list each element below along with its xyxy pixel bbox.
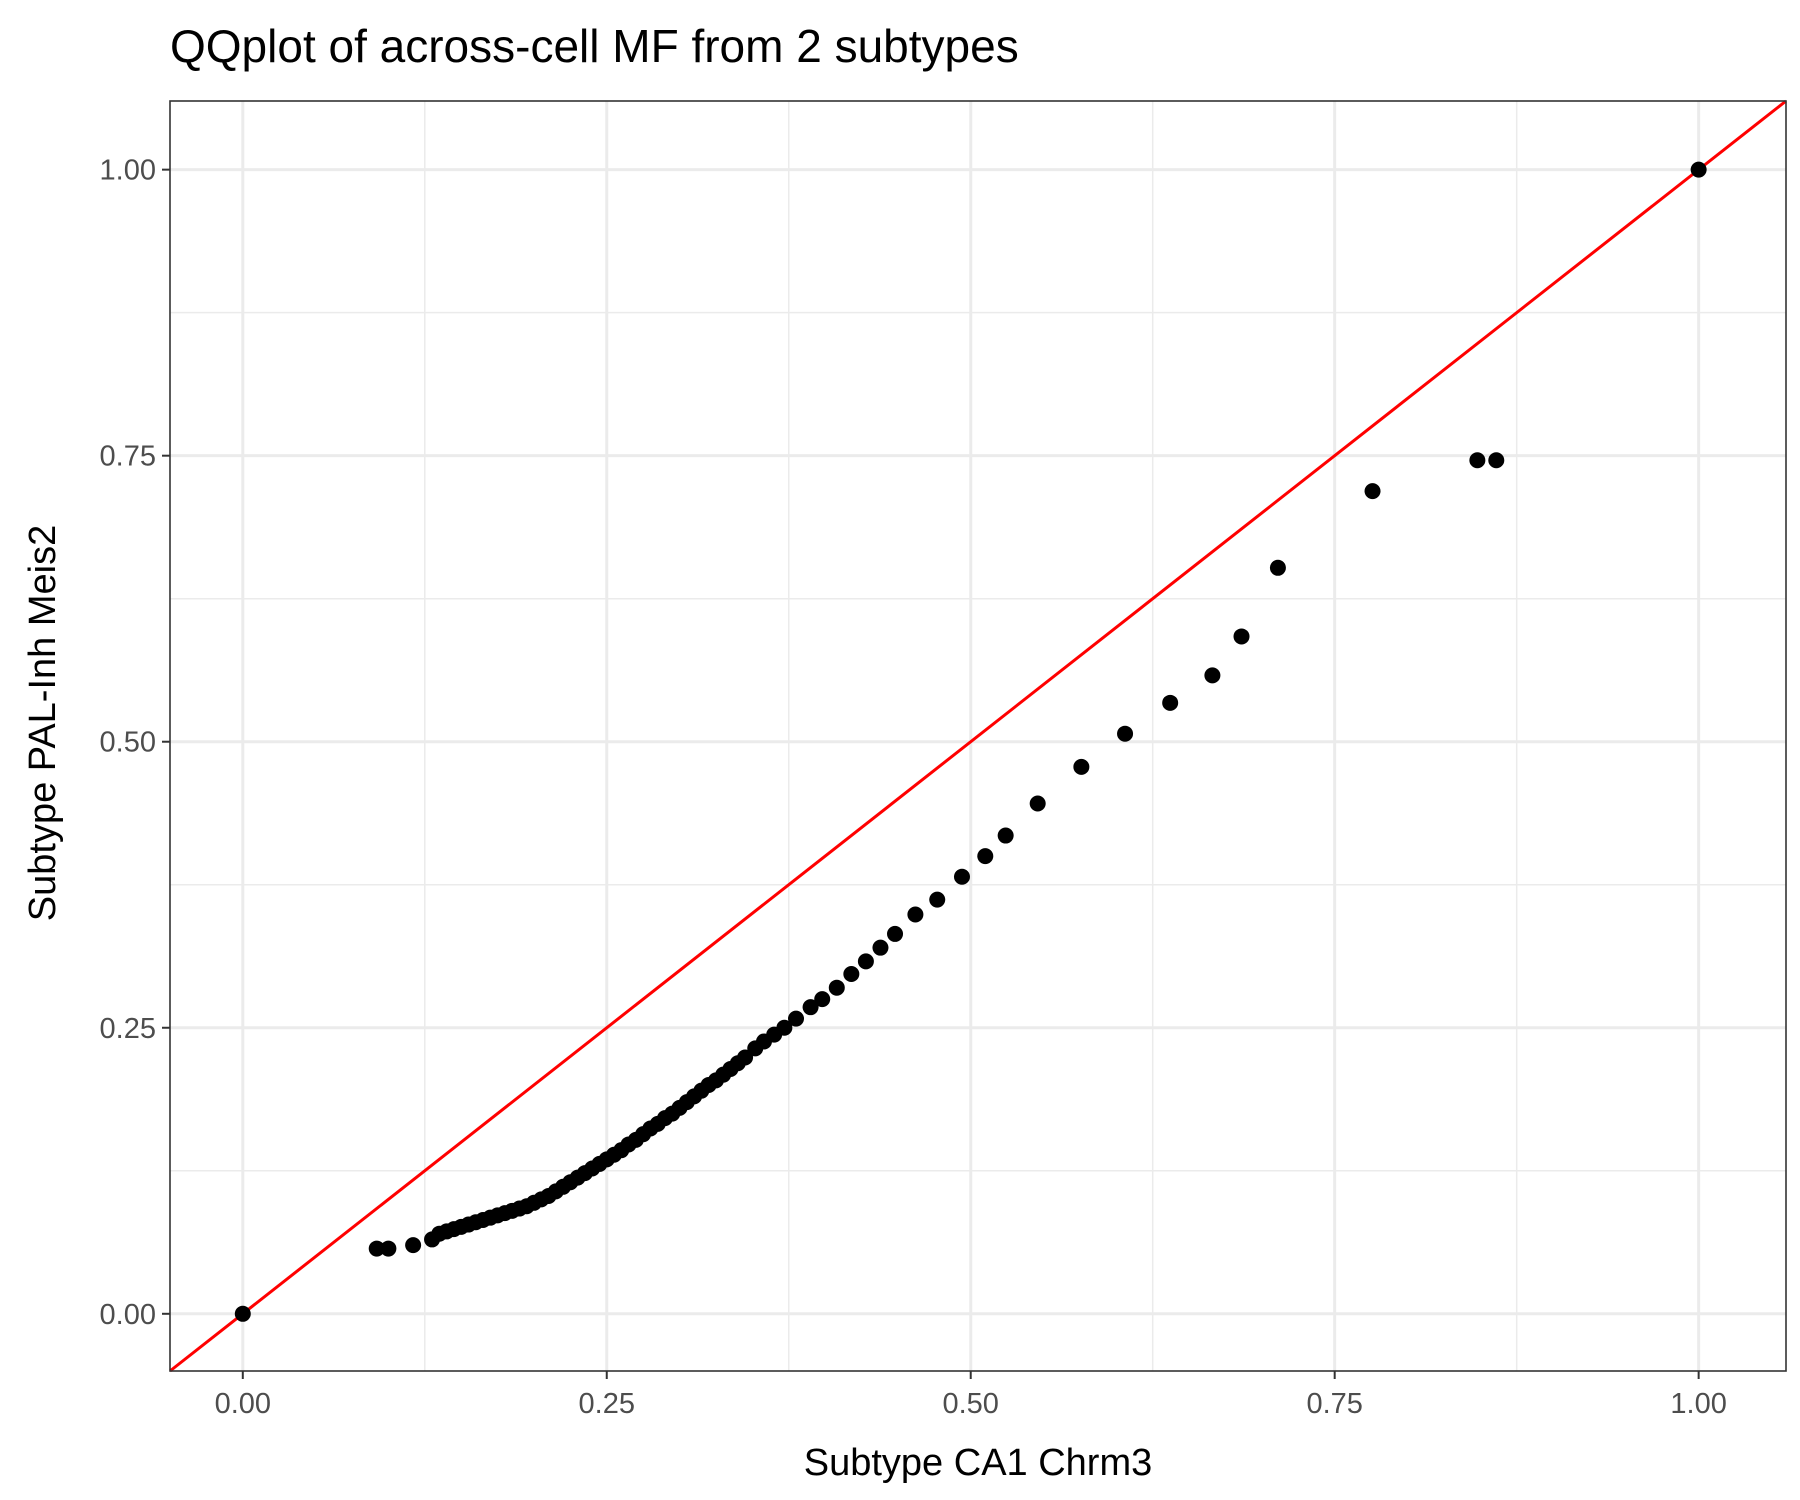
data-point (1690, 161, 1707, 178)
data-points (234, 161, 1707, 1322)
reference-line (169, 99, 1787, 1373)
data-point (380, 1240, 397, 1257)
x-axis-title: Subtype CA1 Chrm3 (804, 1442, 1153, 1484)
data-point (997, 827, 1014, 844)
data-point (802, 999, 819, 1016)
data-point (368, 1240, 385, 1257)
data-point (953, 868, 970, 885)
data-point (857, 953, 874, 970)
y-axis-ticks: 0.00 0.25 0.50 0.75 1.00 (100, 155, 170, 1331)
y-tick-label: 0.50 (100, 727, 156, 759)
x-axis-ticks: 0.00 0.25 0.50 0.75 1.00 (215, 1371, 1727, 1420)
data-point (814, 991, 831, 1008)
data-point (737, 1049, 754, 1066)
data-point (828, 979, 845, 996)
data-point (977, 848, 994, 865)
x-tick-label: 0.00 (215, 1388, 271, 1420)
chart-title: QQplot of across-cell MF from 2 subtypes (170, 20, 1019, 72)
data-point (1029, 795, 1046, 812)
data-point (234, 1305, 251, 1322)
data-point (776, 1019, 793, 1036)
y-tick-label: 1.00 (100, 155, 156, 187)
data-point (1117, 725, 1134, 742)
data-point (1269, 559, 1286, 576)
data-point (1073, 758, 1090, 775)
data-point (788, 1010, 805, 1027)
data-point (1233, 628, 1250, 645)
data-point (1469, 452, 1486, 469)
data-point (843, 965, 860, 982)
x-tick-label: 0.25 (579, 1388, 635, 1420)
y-tick-label: 0.75 (100, 441, 156, 473)
data-point (1364, 483, 1381, 500)
data-point (907, 906, 924, 923)
panel-border (169, 100, 1787, 1372)
y-tick-label: 0.25 (100, 1013, 156, 1045)
x-tick-label: 0.50 (942, 1388, 998, 1420)
x-tick-label: 1.00 (1670, 1388, 1726, 1420)
data-point (887, 925, 904, 942)
data-point (1204, 667, 1221, 684)
data-point (872, 939, 889, 956)
grid-lines (170, 101, 1786, 1371)
x-tick-label: 0.75 (1306, 1388, 1362, 1420)
data-point (1162, 694, 1179, 711)
data-point (405, 1237, 422, 1254)
y-axis-title: Subtype PAL-Inh Meis2 (22, 525, 64, 921)
y-tick-label: 0.00 (100, 1299, 156, 1331)
data-point (929, 891, 946, 908)
data-point (1488, 452, 1505, 469)
